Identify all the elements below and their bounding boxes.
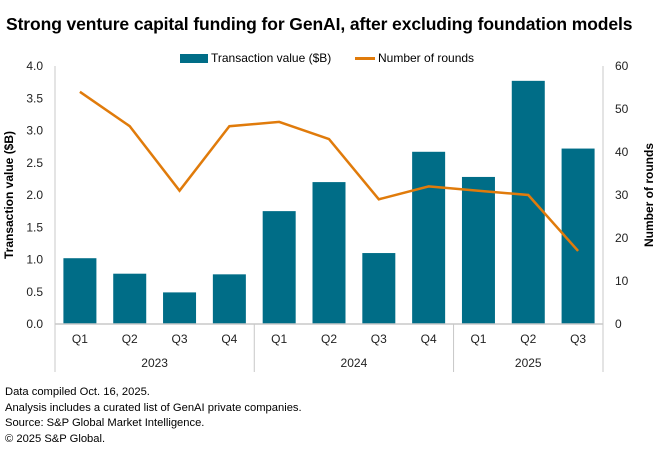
left-tick-label: 2.0 [26, 188, 43, 202]
footnotes: Data compiled Oct. 16, 2025. Analysis in… [5, 385, 302, 447]
right-tick-label: 50 [615, 102, 629, 116]
bar [511, 80, 545, 325]
legend-label: Number of rounds [378, 51, 475, 65]
right-tick-label: 20 [615, 231, 629, 245]
category-label: Q1 [470, 332, 486, 346]
left-tick-label: 1.0 [26, 253, 43, 267]
right-tick-label: 40 [615, 145, 629, 159]
legend-label: Transaction value ($B) [211, 51, 332, 65]
left-tick-label: 1.5 [26, 220, 43, 234]
left-tick-label: 3.5 [26, 91, 43, 105]
bar [163, 292, 197, 324]
right-tick-label: 30 [615, 188, 629, 202]
footnote: Data compiled Oct. 16, 2025. [5, 386, 150, 398]
left-tick-label: 0.5 [26, 285, 43, 299]
legend-bar-swatch [180, 53, 208, 63]
chart-title: Strong venture capital funding for GenAI… [6, 14, 633, 34]
left-axis-title: Transaction value ($B) [2, 131, 16, 259]
left-tick-label: 0.0 [26, 317, 43, 331]
category-label: Q4 [221, 332, 237, 346]
category-label: Q2 [122, 332, 138, 346]
category-label: Q2 [520, 332, 536, 346]
group-label: 2023 [141, 356, 168, 370]
group-label: 2025 [515, 356, 542, 370]
category-label: Q4 [421, 332, 437, 346]
legend: Transaction value ($B) Number of rounds [0, 51, 660, 65]
bar [63, 258, 97, 324]
category-label: Q3 [172, 332, 188, 346]
bar [113, 273, 147, 324]
left-tick-label: 4.0 [26, 59, 43, 73]
left-tick-label: 2.5 [26, 156, 43, 170]
legend-item-number-of-rounds: Number of rounds [355, 51, 474, 65]
footnote: © 2025 S&P Global. [5, 432, 106, 445]
category-label: Q3 [371, 332, 387, 346]
legend-line-swatch [355, 56, 375, 60]
right-tick-label: 60 [615, 59, 629, 73]
right-tick-label: 0 [615, 317, 622, 331]
footnote: Analysis includes a curated list of GenA… [5, 401, 302, 414]
category-label: Q2 [321, 332, 337, 346]
bar [212, 274, 246, 324]
bar [461, 176, 495, 324]
category-label: Q1 [271, 332, 287, 346]
right-axis-title: Number of rounds [642, 143, 656, 247]
footnote: Source: S&P Global Market Intelligence. [5, 417, 205, 429]
bar [561, 148, 595, 324]
group-label: 2024 [341, 356, 368, 370]
category-label: Q3 [570, 332, 586, 346]
legend-item-transaction-value: Transaction value ($B) [180, 51, 331, 65]
bar [362, 253, 396, 324]
category-label: Q1 [72, 332, 88, 346]
bar [312, 182, 346, 324]
bar [412, 151, 446, 324]
bar [262, 211, 296, 324]
right-tick-label: 10 [615, 274, 629, 288]
chart-area: 0.0 0.5 1.0 1.5 2.0 2.5 3.0 3.5 4.0 0 10 20 30 40 50 60… [2, 59, 656, 372]
left-tick-label: 3.0 [26, 124, 43, 138]
